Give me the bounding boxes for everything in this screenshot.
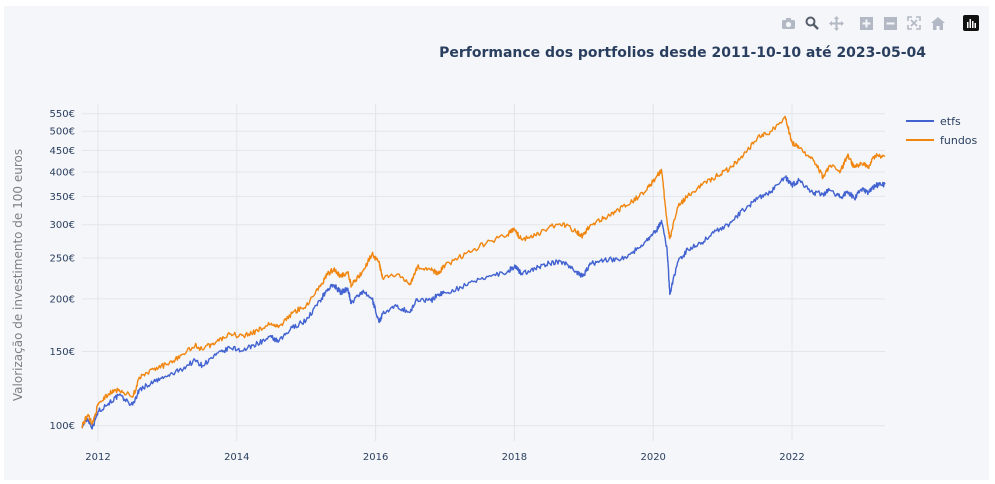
series-lines [81,115,886,430]
zoom-icon[interactable] [803,14,821,32]
autoscale-icon[interactable] [905,14,923,32]
x-tick-label: 2014 [224,452,249,463]
y-axis-label: Valorização de investimento de 100 euros [11,149,25,401]
series-line-fundos[interactable] [81,115,886,429]
y-tick-label: 100€ [50,421,75,432]
plotly-logo-icon[interactable] [963,15,979,31]
y-tick-label: 500€ [50,127,75,138]
y-tick-label: 200€ [50,294,75,305]
y-tick-label: 350€ [50,192,75,203]
legend[interactable]: etfs fundos [906,115,978,147]
x-tick-label: 2022 [779,452,804,463]
y-tick-label: 400€ [50,168,75,179]
series-line-etfs[interactable] [81,175,886,430]
y-gridlines [82,113,885,427]
x-tick-label: 2012 [85,452,110,463]
modebar [779,14,979,32]
x-tick-label: 2016 [363,452,388,463]
x-tick-label: 2020 [640,452,665,463]
y-axis-ticks: 100€ 150€ 200€ 250€ 300€ 350€ 400€ 450€ 500€ 550€ [50,109,75,432]
x-tick-label: 2018 [502,452,527,463]
y-tick-label: 450€ [50,146,75,157]
zoom-in-icon[interactable] [857,14,875,32]
y-tick-label: 300€ [50,220,75,231]
chart-title: Performance dos portfolios desde 2011-10… [439,45,926,61]
zoom-out-icon[interactable] [881,14,899,32]
x-gridlines [97,104,793,441]
plot-background [4,6,989,480]
y-tick-label: 550€ [50,109,75,120]
x-axis-ticks: 2012 2014 2016 2018 2020 2022 [85,452,804,463]
y-tick-label: 250€ [50,254,75,265]
legend-label-etfs[interactable]: etfs [940,115,961,128]
home-icon[interactable] [929,14,947,32]
y-tick-label: 150€ [50,347,75,358]
legend-label-fundos[interactable]: fundos [940,134,978,147]
pan-icon[interactable] [827,14,845,32]
camera-icon[interactable] [779,14,797,32]
